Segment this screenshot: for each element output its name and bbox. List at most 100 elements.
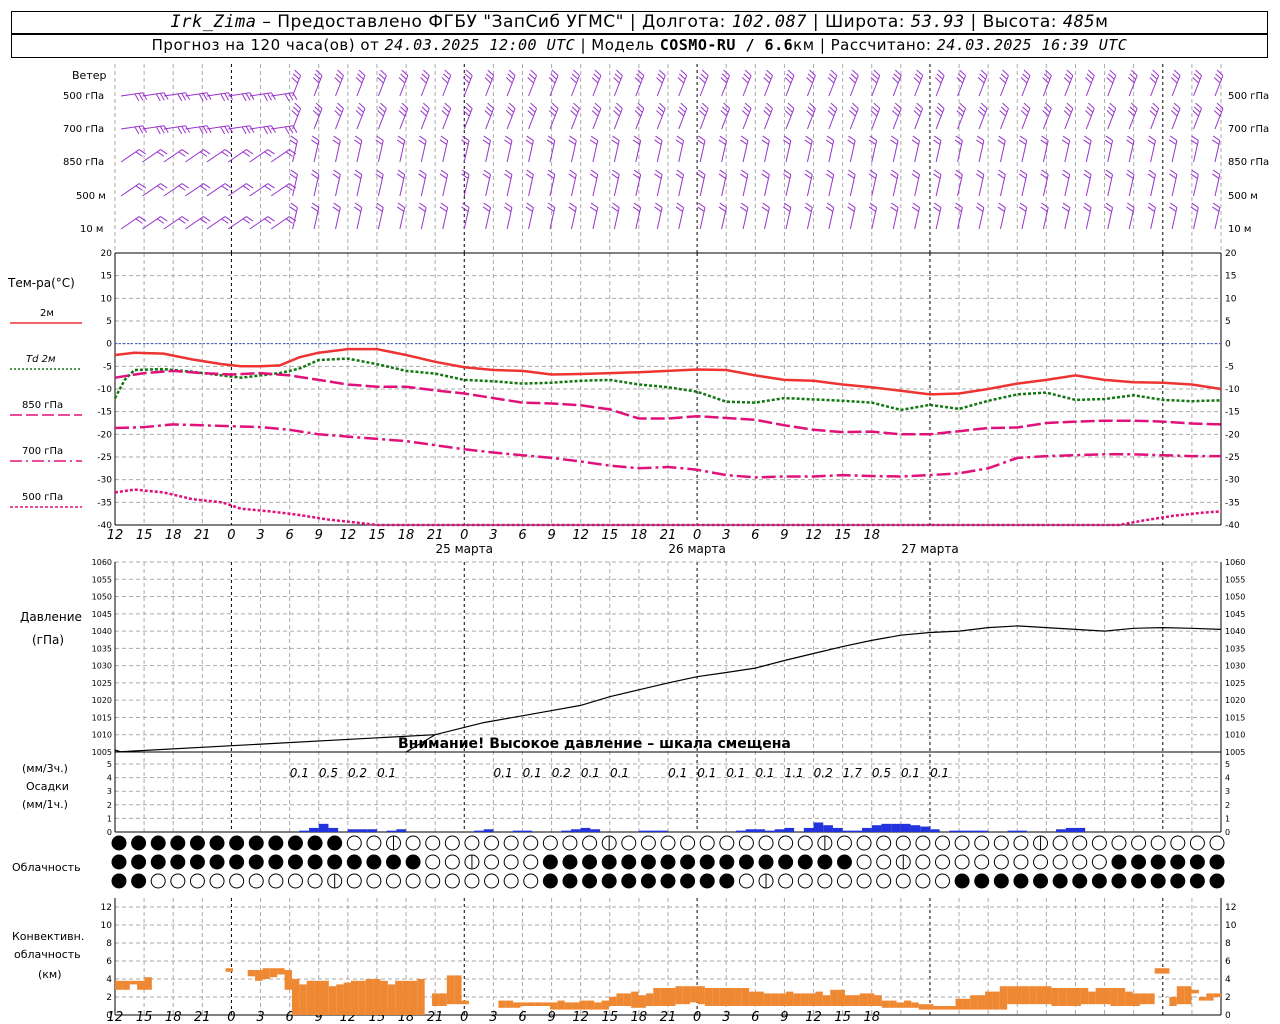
cloud-cover-circle <box>307 873 323 889</box>
conv-tick-label-right: 4 <box>1225 975 1231 985</box>
cloud-cover-circle <box>209 873 225 889</box>
wind-barb-feather <box>220 126 226 135</box>
cloud-cover-circle <box>699 835 715 851</box>
wind-barb-feather <box>526 169 534 175</box>
cloud-cover-circle <box>1072 835 1088 851</box>
conv-x-tick-label: 15 <box>136 1010 153 1024</box>
precip-bar <box>755 829 766 832</box>
wind-barb-feather <box>718 173 726 179</box>
conv-cloud-bar <box>793 993 801 1006</box>
wind-barb-feather <box>936 73 943 80</box>
temp-tick-label-left: 20 <box>101 249 113 259</box>
cloud-cover-circle <box>719 835 735 851</box>
conv-cloud-bar <box>284 970 292 990</box>
precip-3h-label: 0.1 <box>668 766 687 780</box>
cloud-cover-circle <box>640 835 656 851</box>
cloud-cover-circle <box>974 854 990 870</box>
wind-barb-feather <box>311 206 319 212</box>
wind-barb-feather <box>1129 106 1137 113</box>
cloud-cover-circle <box>954 854 970 870</box>
wind-barb-feather <box>912 135 920 141</box>
wind-barb-feather <box>1084 135 1092 141</box>
forecast-info-bar: Прогноз на 120 часа(ов) от 24.03.2025 12… <box>11 34 1268 58</box>
wind-barb-feather <box>573 69 580 76</box>
precip-3h-label: 0.1 <box>610 766 629 780</box>
wind-barb-feather <box>809 69 816 76</box>
wind-barb-feather <box>1216 102 1224 109</box>
wind-barb-feather <box>571 106 579 113</box>
wind-barb-feather <box>138 216 147 222</box>
wind-barb-feather <box>743 73 750 80</box>
cloud-cover-circle <box>523 873 539 889</box>
wind-barb-feather <box>804 139 812 145</box>
wind-barb-shaft <box>678 75 688 97</box>
conv-cloud-bar <box>778 993 786 1006</box>
wind-barb-feather <box>138 149 147 155</box>
precip-3h-label: 0.1 <box>523 766 542 780</box>
precip-bar <box>483 829 494 832</box>
cloud-cover-circle <box>797 873 813 889</box>
conv-cloud-bar <box>255 970 263 981</box>
wind-barb-feather <box>934 169 942 175</box>
cloud-cover-circle <box>229 835 245 851</box>
wind-barb-feather <box>890 139 898 145</box>
wind-barb-feather <box>418 139 426 145</box>
temp-tick-label-right: 10 <box>1225 294 1237 304</box>
precip-bar <box>299 830 310 832</box>
wind-barb-shaft <box>377 108 387 130</box>
conv-cloud-bar <box>719 988 727 1006</box>
wind-barb-feather <box>701 102 709 109</box>
wind-barb-feather <box>999 110 1006 117</box>
temp-tick-label-left: 0 <box>106 340 112 350</box>
wind-barb-shaft <box>356 75 366 97</box>
wind-barb-feather <box>178 151 186 157</box>
conv-x-tick-label: 18 <box>631 1010 648 1024</box>
precip-unit-1h: (мм/1ч.) <box>22 798 68 811</box>
cloud-cover-circle <box>993 835 1009 851</box>
title-bar: Irk_Zima – Предоставлено ФГБУ "ЗапСиб УГ… <box>11 11 1268 34</box>
cloud-cover-circle <box>189 854 205 870</box>
cloud-cover-circle <box>484 873 500 889</box>
wind-barb-feather <box>439 139 447 145</box>
wind-barb-feather <box>804 173 812 179</box>
wind-barb-feather <box>764 106 772 113</box>
wind-barb-feather <box>160 216 168 222</box>
wind-barb-feather <box>998 202 1006 208</box>
wind-barb-feather <box>954 173 962 179</box>
cloud-cover-circle <box>1072 854 1088 870</box>
wind-barb-feather <box>354 169 363 175</box>
model-unit: км <box>793 36 815 54</box>
conv-x-tick-label: 6 <box>518 1010 526 1024</box>
conv-cloud-bar <box>645 993 654 1006</box>
conv-cloud-bar <box>1162 968 1170 974</box>
conv-tick-label-left: 4 <box>106 975 112 985</box>
wind-barb-feather <box>825 173 834 179</box>
pressure-tick-label-right: 1015 <box>1225 713 1245 722</box>
wind-barb-feather <box>203 216 211 222</box>
date-label: 27 марта <box>901 542 958 556</box>
wind-barb-feather <box>826 202 834 208</box>
wind-barb-feather <box>1169 202 1178 208</box>
wind-barb-feather <box>263 126 268 135</box>
temp-x-tick-label: 6 <box>751 528 759 543</box>
wind-barb-feather <box>334 77 341 84</box>
precip-bar <box>813 822 824 832</box>
cloud-cover-circle <box>542 854 558 870</box>
wind-barb-shaft <box>185 216 204 230</box>
wind-barb-shaft <box>249 216 269 230</box>
provider-text: – Предоставлено ФГБУ "ЗапСиб УГМС" | Дол… <box>256 12 732 32</box>
wind-barb-shaft <box>721 108 731 130</box>
wind-barb-feather <box>568 206 576 212</box>
wind-barb-feather <box>271 125 276 133</box>
wind-barb-feather <box>979 73 986 80</box>
wind-barb-shaft <box>806 108 816 130</box>
cloud-cover-circle <box>287 835 303 851</box>
cloud-cover-circle <box>1170 854 1186 870</box>
conv-cloud-bar <box>409 980 418 1015</box>
wind-barb-feather <box>548 110 556 117</box>
wind-barb-shaft <box>592 75 602 97</box>
wind-barb-shaft <box>828 75 838 97</box>
wind-barb-feather <box>1106 110 1114 117</box>
wind-barb-feather <box>294 69 301 76</box>
cloud-cover-circle <box>836 835 852 851</box>
